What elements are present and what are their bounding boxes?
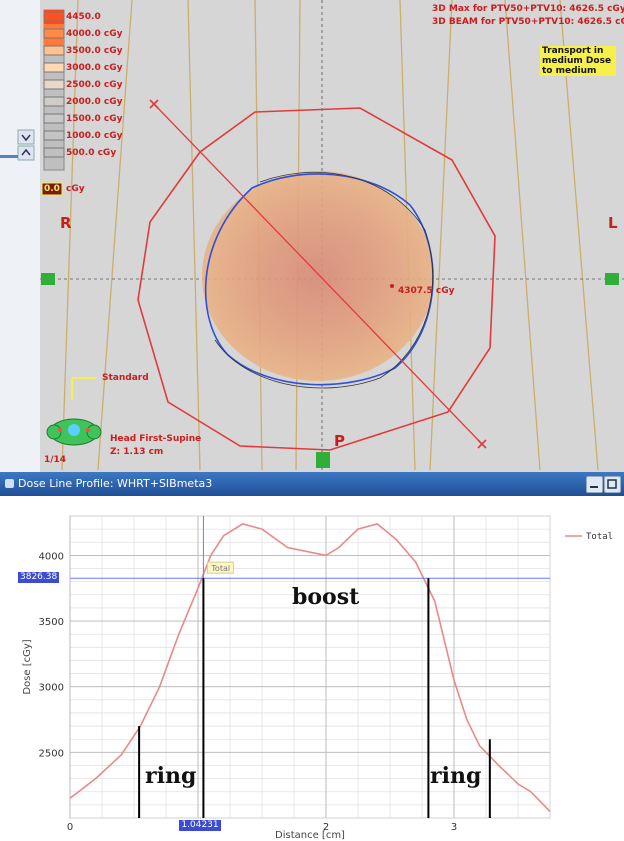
right-green-marker — [41, 273, 55, 285]
dose-legend-label-4: 2500.0 cGy — [66, 80, 123, 90]
orientation-left: L — [608, 214, 618, 232]
chart-axes: Distance [cm] Dose [cGy] — [22, 639, 345, 841]
y-tick-label: 2500 — [39, 748, 64, 759]
chart-ticks: 2500 3000 3500 4000 0 2 3 — [39, 551, 458, 833]
dose-legend-swatch — [43, 45, 65, 56]
dose-legend-label-3: 3000.0 cGy — [66, 63, 123, 73]
dose-legend-swatch — [43, 79, 65, 90]
dose-legend-label-2: 3500.0 cGy — [66, 46, 123, 56]
dose-profile-panel: Distance [cm] Dose [cGy] 2500 3000 3500 4000… — [0, 496, 624, 841]
chart-legend: Total — [565, 532, 613, 542]
dose-view-panel: 4450.0 4000.0 cGy 3500.0 cGy 3000.0 cGy … — [0, 0, 624, 472]
maximize-button[interactable] — [604, 476, 621, 493]
ring-left-annotation: ring — [145, 763, 197, 789]
orientation-right: R — [60, 214, 72, 232]
transport-info-box: Transport in medium Dose to medium — [540, 46, 616, 76]
slice-label: 1/14 — [44, 455, 67, 465]
header-line-2: 3D BEAM for PTV50+PTV10: 4626.5 cGy — [432, 17, 624, 27]
standard-label: Standard — [102, 373, 149, 383]
point-dose-label: 4307.5 cGy — [398, 286, 455, 296]
chart-grid — [69, 515, 551, 819]
orientation-posterior: P — [334, 432, 345, 450]
plot-area — [69, 515, 551, 819]
cursor-distance-readout: 1.04231 — [179, 820, 221, 831]
minimize-button[interactable] — [586, 476, 603, 493]
minimize-icon — [590, 486, 598, 488]
tooltip-box — [206, 561, 234, 574]
panel-icon — [5, 479, 14, 488]
x-axis-label: Distance [cm] — [275, 830, 345, 841]
dose-legend-label-6: 1500.0 cGy — [66, 114, 123, 124]
dose-legend-label-7: 1000.0 cGy — [66, 131, 123, 141]
ct-slice-image — [0, 0, 624, 472]
cursor-dose-readout: 3826.38 — [18, 572, 60, 584]
dose-legend-label-0: 4450.0 — [66, 12, 101, 22]
y-tick-label: 4000 — [39, 551, 64, 562]
left-green-marker — [605, 273, 619, 285]
profile-line — [153, 103, 483, 445]
chart-markers — [138, 578, 491, 818]
target-contour — [204, 173, 434, 386]
small-dose-box — [41, 182, 63, 196]
head-label-2: Z: 1.13 cm — [110, 447, 164, 457]
maximize-icon — [607, 479, 617, 489]
ring-right-annotation: ring — [430, 763, 482, 789]
profile-panel-title: Dose Line Profile: WHRT+SIBmeta3 — [18, 477, 213, 490]
dose-legend-label-8: 500.0 cGy — [66, 148, 117, 158]
small-box-unit: cGy — [66, 184, 85, 194]
profile-panel-titlebar: Dose Line Profile: WHRT+SIBmeta3 — [0, 472, 624, 496]
ring-contour — [137, 107, 496, 451]
scroll-up-button[interactable] — [17, 145, 35, 161]
legend-label-total: Total — [586, 532, 613, 542]
header-line-1: 3D Max for PTV50+PTV10: 4626.5 cGy — [432, 4, 624, 14]
y-axis-label: Dose [cGy] — [22, 639, 33, 694]
scroll-down-button[interactable] — [17, 129, 35, 145]
chart-series — [69, 523, 551, 812]
y-tick-label: 3500 — [39, 617, 64, 628]
profile-end-marker[interactable] — [477, 439, 487, 449]
target-outline — [214, 171, 434, 389]
dose-legend-swatch — [43, 28, 65, 39]
dose-legend-label-1: 4000.0 cGy — [66, 29, 123, 39]
y-tick-label: 3000 — [39, 683, 64, 694]
x-tick-label: 3 — [451, 822, 457, 833]
dose-legend-swatch — [43, 113, 65, 124]
beam-lines — [61, 0, 599, 471]
boost-annotation: boost — [292, 584, 360, 610]
point-dose-marker — [390, 284, 394, 288]
chevron-down-icon — [21, 134, 31, 142]
series-line-total — [69, 523, 551, 812]
dose-legend-swatch — [43, 11, 65, 22]
dose-legend-swatch — [43, 96, 65, 107]
x-tick-label: 2 — [323, 822, 329, 833]
x-tick-label: 0 — [67, 822, 73, 833]
small-box-label: 0.0 — [44, 184, 60, 194]
profile-start-marker[interactable] — [149, 99, 159, 109]
dose-legend-swatch — [43, 130, 65, 141]
dose-legend-swatch — [43, 62, 65, 73]
dose-legend-swatch — [43, 147, 65, 158]
head-label-1: Head First-Supine — [110, 434, 202, 444]
tooltip-text: Total — [210, 564, 230, 573]
dose-wash — [202, 171, 434, 381]
posterior-green-marker — [316, 452, 330, 468]
dose-legend-label-5: 2000.0 cGy — [66, 97, 123, 107]
patient-orientation-icon — [46, 418, 102, 446]
standard-marker — [71, 377, 96, 400]
dose-profile-chart[interactable]: Distance [cm] Dose [cGy] 2500 3000 3500 4000… — [0, 496, 624, 841]
chevron-up-icon — [21, 148, 31, 156]
splitter-handle[interactable] — [0, 155, 18, 158]
left-scroll-strip — [0, 0, 40, 472]
